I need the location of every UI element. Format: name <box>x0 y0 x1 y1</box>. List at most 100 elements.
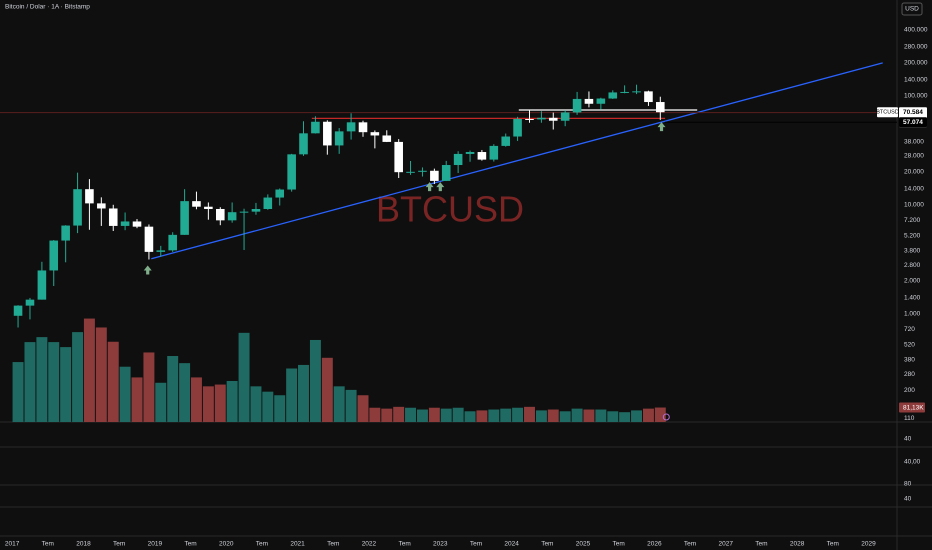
currency-button[interactable] <box>901 2 923 16</box>
candle-body <box>144 226 154 252</box>
y-tick-label: 100.000 <box>904 92 928 99</box>
x-tick-label: 2025 <box>576 541 591 548</box>
volume-bar <box>179 363 191 422</box>
price-tag-label: 70.584 <box>903 109 923 116</box>
volume-bar <box>167 356 179 422</box>
y-tick-label: 1.000 <box>904 311 921 318</box>
pane-tick-label: 40,00 <box>904 459 921 466</box>
y-tick-label: 20.000 <box>904 169 924 176</box>
candle-body <box>311 121 320 134</box>
volume-bar <box>48 342 60 422</box>
y-tick-label: 400.000 <box>904 27 928 34</box>
candle-body <box>453 153 463 166</box>
y-tick-label: 720 <box>904 326 915 333</box>
volume-bar <box>321 357 333 422</box>
price-tag-label: 57.074 <box>903 119 923 126</box>
candle-body <box>251 208 261 212</box>
chart-title: Bitcoin / Dolar · 1A · Bitstamp <box>5 4 90 11</box>
volume-bar <box>642 408 654 422</box>
watermark: BTCUSD <box>376 189 524 230</box>
volume-bar <box>333 386 345 422</box>
pane-tick-label: 80 <box>904 481 912 488</box>
volume-bar <box>286 368 298 422</box>
symbol-tag-label: BTCUSD <box>876 110 899 116</box>
candle-body <box>13 305 23 316</box>
candle-body <box>418 170 427 172</box>
y-tick-label: 2.800 <box>904 262 921 269</box>
candle-body <box>120 221 130 226</box>
volume-bar <box>452 407 464 422</box>
candle-body <box>61 225 70 241</box>
currency[interactable]: USD <box>905 6 919 13</box>
y-tick-label: 110 <box>904 415 915 422</box>
volume-bar <box>583 409 595 422</box>
candle-body <box>608 92 618 99</box>
candle-body <box>239 211 249 213</box>
x-tick-label: Tem <box>256 541 268 548</box>
volume-bar <box>357 395 369 422</box>
candle-body <box>156 250 166 252</box>
candle-body <box>632 91 641 93</box>
arrow-marker <box>657 122 666 132</box>
volume-bar <box>262 391 274 422</box>
y-tick-label: 520 <box>904 342 915 349</box>
y-tick-label: 2.000 <box>904 278 921 285</box>
candle-body <box>489 145 499 160</box>
candle-body <box>132 221 142 227</box>
volume-bar <box>12 362 24 422</box>
candle-body <box>180 201 189 235</box>
x-tick-label: Tem <box>684 541 696 548</box>
candle-body <box>204 206 213 209</box>
candle-body <box>525 119 534 121</box>
y-tick-label: 1.400 <box>904 295 921 302</box>
y-tick-label: 5.200 <box>904 232 921 239</box>
pane-tick-label: 40 <box>904 436 912 443</box>
candle-body <box>263 197 273 209</box>
x-tick-label: 2022 <box>362 541 377 548</box>
candle-body <box>465 152 475 154</box>
candle-body <box>596 98 606 104</box>
volume-bar <box>476 410 488 422</box>
candle-body <box>513 119 522 137</box>
volume-bar <box>107 341 119 422</box>
candle-body <box>584 98 594 104</box>
volume-bar <box>238 332 250 422</box>
volume-bar <box>119 366 131 422</box>
volume-bar <box>155 382 167 422</box>
candle-body <box>644 91 653 103</box>
candle-body <box>346 122 356 132</box>
volume-bar <box>226 380 238 422</box>
x-tick-label: 2018 <box>76 541 91 548</box>
volume-bar <box>428 407 440 422</box>
candle-body <box>287 154 296 190</box>
candle-body <box>97 203 106 209</box>
candle-body <box>620 91 629 93</box>
candle-body <box>323 121 332 146</box>
candle-body <box>73 189 82 226</box>
volume-tag-label: 81,13K <box>903 404 924 411</box>
volume-bar <box>345 389 357 422</box>
volume-bar <box>190 377 202 422</box>
volume-bar <box>440 408 452 422</box>
candle-body <box>85 189 94 204</box>
volume-bar <box>524 406 535 422</box>
candle-body <box>477 152 487 160</box>
candle-body <box>501 136 511 146</box>
pane-tick-label: 40 <box>904 496 912 503</box>
x-tick-label: Tem <box>755 541 767 548</box>
candle-body <box>299 133 308 155</box>
x-tick-label: 2027 <box>719 541 734 548</box>
x-tick-label: Tem <box>184 541 196 548</box>
x-tick-label: Tem <box>327 541 339 548</box>
x-tick-label: 2023 <box>433 541 448 548</box>
candle-body <box>168 234 177 251</box>
volume-bar <box>309 339 321 422</box>
trend-line <box>151 62 883 260</box>
volume-bar <box>72 332 84 422</box>
candle-body <box>382 135 392 142</box>
volume-bar <box>464 411 476 422</box>
arrow-marker <box>436 182 445 192</box>
volume-bar <box>381 408 393 422</box>
